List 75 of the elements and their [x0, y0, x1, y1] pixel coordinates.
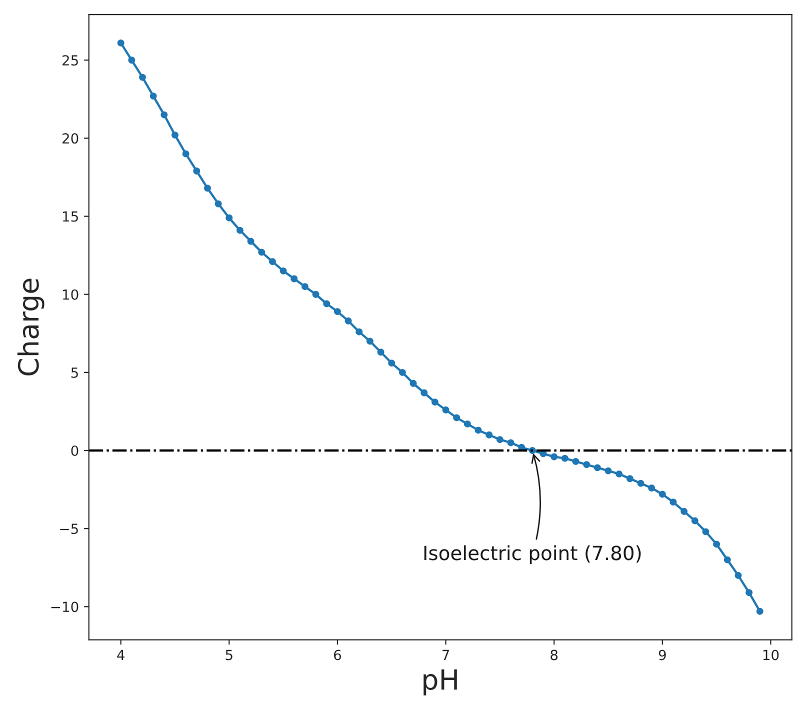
point — [734, 572, 742, 579]
point — [626, 475, 634, 482]
point — [583, 461, 590, 468]
point — [344, 317, 352, 324]
point — [269, 258, 276, 266]
point — [746, 589, 753, 596]
point — [247, 238, 254, 245]
y-tick-label: 15 — [63, 211, 78, 222]
point — [410, 380, 417, 387]
x-tick-label: 5 — [226, 650, 232, 660]
y-tick-label: 10 — [63, 289, 78, 300]
y-tick-label: 0 — [71, 445, 78, 456]
point — [236, 226, 244, 234]
point — [604, 467, 612, 474]
point — [724, 556, 731, 564]
point — [226, 214, 233, 222]
x-tick-label: 8 — [550, 650, 558, 660]
point — [388, 360, 396, 367]
point — [550, 453, 558, 460]
point — [594, 464, 601, 472]
point — [128, 56, 136, 64]
y-tick-label: 20 — [62, 133, 78, 144]
point — [280, 267, 287, 274]
point — [193, 168, 200, 174]
x-tick-label: 9 — [658, 650, 666, 660]
x-tick-label: 6 — [334, 650, 342, 660]
point — [658, 490, 666, 498]
point — [713, 540, 720, 548]
point — [680, 508, 688, 515]
point — [637, 480, 644, 487]
y-tick-label: −10 — [51, 602, 78, 612]
y-tick-label: 5 — [71, 368, 78, 378]
point — [442, 406, 450, 414]
point — [356, 328, 363, 336]
point — [301, 283, 308, 290]
point — [258, 248, 266, 256]
point — [453, 414, 460, 422]
point — [172, 132, 178, 139]
y-axis-title: Charge — [17, 278, 44, 376]
y-tick-label: 25 — [62, 55, 78, 66]
point — [323, 300, 330, 308]
point — [398, 368, 406, 376]
point — [117, 39, 124, 46]
point — [756, 608, 764, 615]
point — [182, 150, 190, 158]
point — [474, 426, 482, 434]
point — [486, 431, 493, 438]
point — [572, 458, 580, 465]
point — [464, 420, 471, 428]
point — [312, 290, 320, 298]
x-tick-label: 4 — [117, 650, 124, 660]
point — [290, 275, 298, 282]
point — [139, 74, 146, 81]
point — [160, 111, 168, 118]
point — [334, 308, 341, 316]
annotation: Isoelectric point (7.80) — [424, 545, 641, 564]
point — [616, 470, 623, 478]
x-tick-label: 7 — [442, 650, 450, 660]
point — [648, 484, 656, 492]
x-axis-title: pH — [424, 669, 457, 696]
point — [431, 398, 438, 406]
point — [561, 454, 568, 462]
point — [366, 338, 374, 345]
point — [670, 498, 677, 506]
point — [214, 200, 222, 208]
y-tick-label: −5 — [60, 524, 78, 534]
point — [204, 184, 211, 192]
point — [507, 439, 514, 446]
point — [496, 436, 504, 444]
point — [702, 528, 710, 536]
point — [420, 389, 428, 396]
point — [691, 517, 698, 524]
point — [150, 92, 157, 100]
x-tick-label: 10 — [763, 650, 779, 660]
point — [377, 348, 384, 356]
